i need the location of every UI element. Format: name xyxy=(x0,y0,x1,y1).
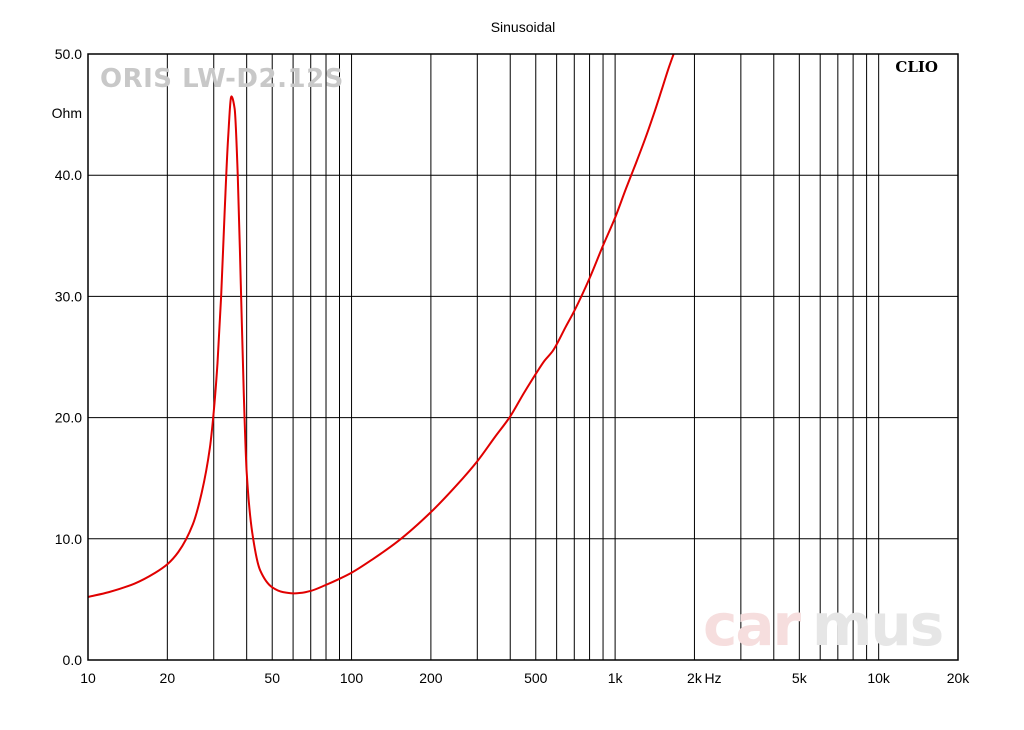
y-tick-label: 30.0 xyxy=(55,288,82,304)
x-tick-label: 5k xyxy=(792,670,808,686)
x-tick-label: 500 xyxy=(524,670,548,686)
watermark-logo: car mus xyxy=(703,591,944,659)
watermark-part-2: mus xyxy=(812,591,942,659)
x-tick-label: 200 xyxy=(419,670,443,686)
x-tick-label: 50 xyxy=(264,670,280,686)
y-tick-label: 40.0 xyxy=(55,167,82,183)
model-label: ORIS LW-D2.12S xyxy=(100,64,344,94)
x-tick-label: 10k xyxy=(867,670,891,686)
x-tick-label: 1k xyxy=(608,670,624,686)
y-tick-label: 0.0 xyxy=(63,652,83,668)
x-tick-label: 20k xyxy=(947,670,971,686)
tick-labels: 10 20 50 100 200 500 1k 2k 5k 10k 20k 0.0 10.0 20.0 30… xyxy=(55,46,971,686)
y-axis-label: Ohm xyxy=(52,105,82,121)
chart-title: Sinusoidal xyxy=(491,19,556,35)
grid xyxy=(88,54,958,660)
x-tick-label: 100 xyxy=(340,670,364,686)
x-axis-unit: Hz xyxy=(704,670,721,686)
impedance-curve-0 xyxy=(88,54,675,598)
y-tick-label: 50.0 xyxy=(55,46,82,62)
y-tick-label: 20.0 xyxy=(55,410,82,426)
y-tick-label: 10.0 xyxy=(55,531,82,547)
plot-frame xyxy=(87,53,959,661)
brand-logo: CLIO xyxy=(895,58,938,76)
x-tick-label: 10 xyxy=(80,670,96,686)
x-tick-label: 2k xyxy=(687,670,703,686)
watermark-part-1: car xyxy=(703,591,802,659)
x-tick-label: 20 xyxy=(160,670,176,686)
